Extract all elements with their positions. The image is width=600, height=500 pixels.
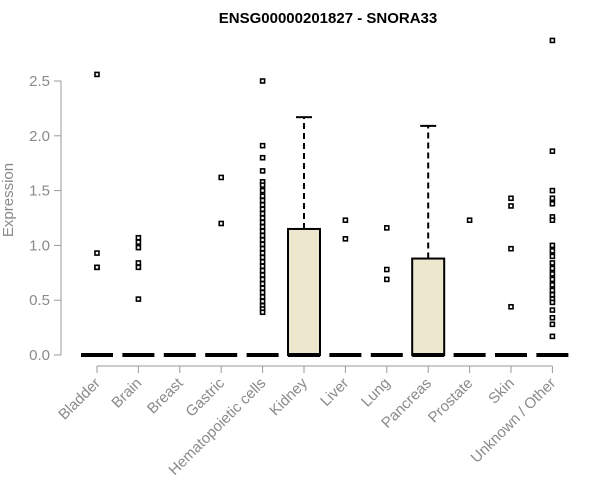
outlier-point <box>549 282 556 288</box>
outlier-point <box>135 264 142 271</box>
outlier-point <box>549 321 556 328</box>
outlier-point <box>259 294 266 300</box>
outlier-point <box>508 303 514 310</box>
outlier-point <box>94 264 100 271</box>
outlier-point <box>549 265 556 272</box>
x-tick-label: Bladder <box>55 375 104 424</box>
outlier-point <box>383 266 390 273</box>
outlier-point <box>383 276 390 283</box>
outlier-point <box>259 250 266 256</box>
outlier-point <box>549 248 556 254</box>
outlier-point <box>259 254 266 261</box>
outlier-point <box>259 168 266 174</box>
outlier-point <box>259 267 266 274</box>
y-tick-label: 2.5 <box>29 73 50 90</box>
outlier-point <box>549 37 556 44</box>
outlier-point <box>259 241 266 248</box>
outlier-point <box>259 182 266 188</box>
outlier-point <box>259 197 266 204</box>
outlier-point <box>259 219 266 226</box>
outlier-point <box>549 253 556 260</box>
outlier-point <box>259 193 266 199</box>
outlier-point <box>342 217 349 223</box>
y-tick-label: 2.0 <box>29 128 50 145</box>
outlier-point <box>342 236 349 242</box>
outlier-point <box>218 174 224 181</box>
x-tick-label: Breast <box>144 374 187 417</box>
x-tick-label: Brain <box>108 375 145 412</box>
outlier-point <box>549 195 556 202</box>
outlier-point <box>259 285 266 291</box>
y-tick-label: 1.5 <box>29 183 50 200</box>
outlier-point <box>508 203 514 209</box>
outlier-point <box>549 187 556 194</box>
y-tick-label: 0.5 <box>29 292 50 309</box>
outlier-point <box>259 202 266 208</box>
outlier-point <box>549 291 556 298</box>
outlier-point <box>549 299 556 306</box>
outlier-point <box>259 223 266 230</box>
outlier-point <box>135 234 142 241</box>
outlier-point <box>259 276 266 283</box>
outlier-point <box>94 250 100 256</box>
box-rect <box>411 257 446 356</box>
outlier-point <box>218 220 224 227</box>
outlier-point <box>549 271 556 277</box>
outlier-point <box>383 225 390 231</box>
outlier-point <box>549 217 556 223</box>
outlier-point <box>259 237 266 243</box>
outlier-point <box>508 245 514 252</box>
outlier-point <box>259 280 266 287</box>
x-tick-label: Kidney <box>266 374 311 419</box>
outlier-point <box>94 71 100 78</box>
outlier-point <box>549 260 556 266</box>
y-tick-label: 1.0 <box>29 237 50 254</box>
y-tick-label: 0.0 <box>29 347 50 364</box>
x-tick-label: Liver <box>317 375 352 410</box>
outlier-point <box>549 276 556 283</box>
outlier-point <box>259 187 266 194</box>
outlier-point <box>259 309 266 316</box>
outlier-point <box>259 206 266 213</box>
outlier-point <box>259 228 266 234</box>
outlier-point <box>508 195 514 202</box>
y-axis-label: Expression <box>0 163 17 237</box>
outlier-point <box>135 296 142 302</box>
outlier-point <box>259 142 266 149</box>
chart-title: ENSG00000201827 - SNORA33 <box>219 10 437 27</box>
outlier-point <box>259 78 266 84</box>
outlier-point <box>259 272 266 278</box>
outlier-point <box>259 232 266 239</box>
outlier-point <box>259 298 266 305</box>
outlier-point <box>259 263 266 270</box>
outlier-point <box>135 260 142 266</box>
outlier-point <box>549 307 556 313</box>
x-tick-label: Skin <box>485 375 518 408</box>
outlier-point <box>259 210 266 217</box>
outlier-point <box>549 148 556 154</box>
outlier-point <box>259 245 266 252</box>
outlier-point <box>466 217 473 223</box>
outlier-point <box>549 242 556 249</box>
outlier-point <box>549 200 556 207</box>
outlier-point <box>259 289 266 296</box>
outlier-point <box>549 314 556 321</box>
outlier-point <box>259 259 266 265</box>
outlier-point <box>259 215 266 221</box>
outlier-point <box>135 239 142 245</box>
box-rect <box>287 227 321 357</box>
outlier-point <box>549 333 556 340</box>
outlier-point <box>259 154 266 161</box>
x-tick-label: Prostate <box>425 375 477 427</box>
outlier-point <box>549 287 556 294</box>
x-tick-label: Lung <box>358 375 394 411</box>
outlier-point <box>135 244 142 251</box>
